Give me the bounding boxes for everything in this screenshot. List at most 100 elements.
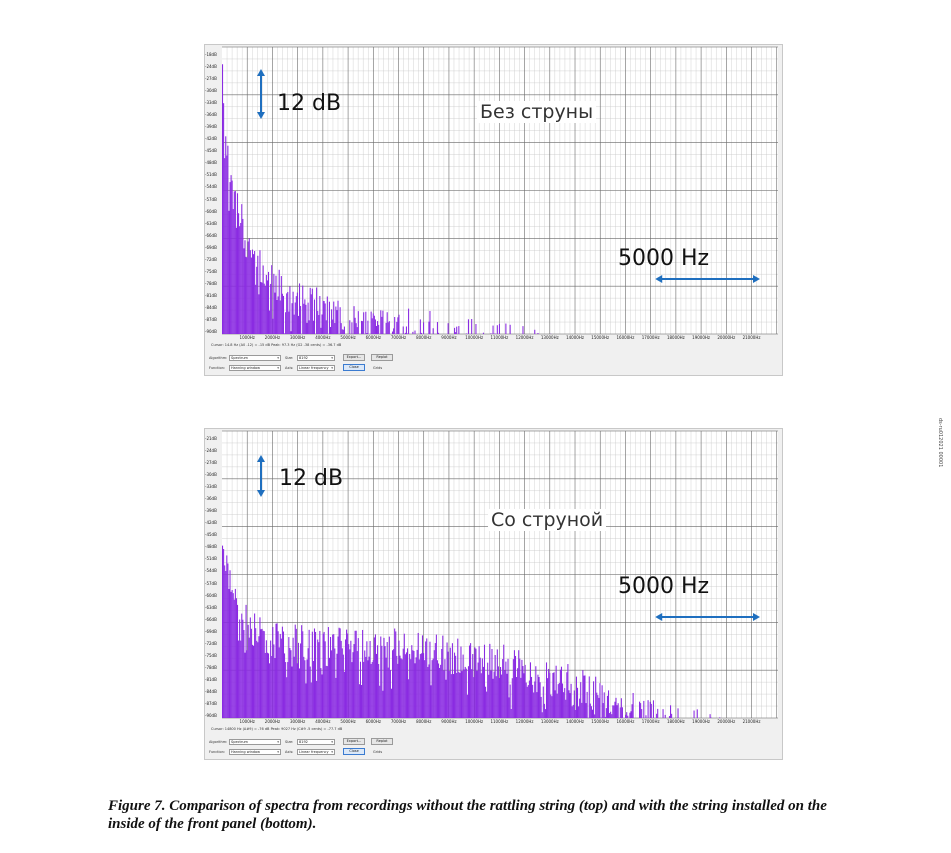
spectrum-bar: [374, 634, 376, 718]
x-tick-label: 9000Hz: [441, 719, 457, 724]
replot-button[interactable]: Replot: [371, 354, 393, 361]
spectrum-bar: [230, 175, 232, 334]
spectrum-bar: [386, 312, 388, 334]
function-label: Function:: [209, 750, 226, 754]
spectrum-bar: [428, 664, 430, 718]
spectrum-plot-top: [222, 46, 778, 335]
spectrum-bar: [224, 565, 226, 718]
spectrum-bar: [603, 692, 605, 718]
spectrum-bar: [468, 645, 471, 718]
axis-select[interactable]: Linear frequency: [297, 749, 335, 755]
spectrum-bar: [280, 276, 282, 334]
axis-select[interactable]: Linear frequency: [297, 365, 335, 371]
spectrum-bar: [291, 303, 293, 334]
grids-checkbox[interactable]: Grids: [373, 366, 383, 370]
spectrum-bar: [538, 677, 540, 718]
spectrum-bar: [649, 701, 651, 718]
spectrum-bar: [421, 635, 424, 718]
spectrum-bar: [302, 285, 304, 334]
spectrum-bar: [507, 658, 509, 718]
spectrum-bar: [364, 650, 366, 718]
spectrum-bar: [275, 275, 277, 334]
spectrum-bar: [492, 325, 494, 334]
spectrum-bar: [326, 296, 328, 334]
spectrum-bar: [454, 327, 456, 334]
spectrum-bar: [325, 665, 327, 718]
spectrum-bar: [614, 701, 616, 718]
y-tick-label: -87dB: [205, 316, 217, 322]
spectrum-bar: [613, 705, 615, 718]
x-axis-ticks: 1000Hz 2000Hz 3000Hz 4000Hz 5000Hz 6000Hz 7000…: [222, 335, 778, 341]
size-select[interactable]: 8192: [297, 355, 335, 361]
spectrum-bar: [493, 671, 495, 718]
spectrum-bar: [512, 659, 514, 718]
size-select[interactable]: 8192: [297, 739, 335, 745]
x-tick-label: 17000Hz: [641, 335, 660, 340]
replot-button[interactable]: Replot: [371, 738, 393, 745]
spectrum-bar: [245, 256, 247, 334]
spectrum-bar: [411, 645, 413, 718]
spectrum-bar: [521, 659, 523, 718]
x-tick-label: 14000Hz: [566, 335, 584, 340]
spectrum-bar: [573, 690, 575, 718]
y-tick-label: -72dB: [205, 640, 217, 646]
x-tick-label: 6000Hz: [365, 335, 381, 340]
spectrum-bar: [552, 672, 554, 718]
algorithm-select[interactable]: Spectrum: [229, 355, 281, 361]
x-tick-label: 12000Hz: [515, 335, 534, 340]
spectrum-bar: [304, 660, 306, 718]
spectrum-bar: [234, 588, 236, 718]
spectrum-bar: [542, 686, 544, 718]
chart-title: Со струной: [488, 509, 607, 531]
spectrum-bar: [474, 647, 476, 718]
spectrum-bar: [567, 664, 569, 718]
spectrum-bar: [274, 658, 276, 718]
spectrum-bar: [604, 716, 606, 718]
spectrum-bar: [467, 666, 469, 718]
spectrum-bar: [626, 712, 628, 718]
export-button[interactable]: Export...: [343, 354, 365, 361]
spectrum-bar: [254, 613, 256, 718]
x-tick-label: 8000Hz: [416, 719, 432, 724]
y-tick-label: -51dB: [205, 172, 217, 178]
spectrum-bar: [427, 666, 429, 718]
level-arrow-head-up: [257, 455, 265, 462]
spectrum-bar: [329, 326, 332, 334]
spectrum-bar: [295, 296, 297, 334]
spectrum-bar: [239, 226, 241, 334]
spectrum-bar: [324, 303, 326, 334]
spectrum-bar: [609, 713, 611, 718]
spectrum-bar: [279, 633, 281, 718]
close-button[interactable]: Close: [343, 748, 365, 755]
spectrum-bar: [576, 687, 579, 718]
x-tick-label: 21000Hz: [742, 719, 761, 724]
spectrum-bar: [531, 676, 533, 718]
spectrum-bar: [520, 677, 522, 718]
algorithm-select[interactable]: Spectrum: [229, 739, 281, 745]
spectrum-bar: [363, 661, 365, 718]
spectrum-bar: [294, 302, 296, 334]
spectrum-bar: [232, 209, 234, 334]
export-button[interactable]: Export...: [343, 738, 365, 745]
spectrum-bar: [372, 660, 374, 718]
spectrum-bars: [222, 64, 552, 335]
spectrum-bar: [232, 593, 234, 718]
spectrum-bar: [403, 633, 405, 718]
spectrum-bar: [433, 650, 435, 718]
function-select[interactable]: Hanning window: [229, 365, 281, 371]
spectrum-bar: [270, 640, 272, 718]
spectrum-bar: [229, 570, 231, 718]
spectrum-bar: [652, 700, 654, 718]
algorithm-label: Algorithm:: [209, 740, 228, 744]
spectrum-bar: [260, 629, 262, 718]
spectrum-bar: [472, 654, 474, 718]
spectrum-bar: [387, 322, 389, 334]
spectrum-bar: [308, 320, 310, 334]
spectrum-bar: [312, 661, 314, 718]
grids-checkbox[interactable]: Grids: [373, 750, 383, 754]
function-select[interactable]: Hanning window: [229, 749, 281, 755]
spectrum-bar: [281, 293, 283, 334]
close-button[interactable]: Close: [343, 364, 365, 371]
spectrum-bar: [273, 644, 275, 718]
spectrum-bar: [328, 301, 330, 334]
